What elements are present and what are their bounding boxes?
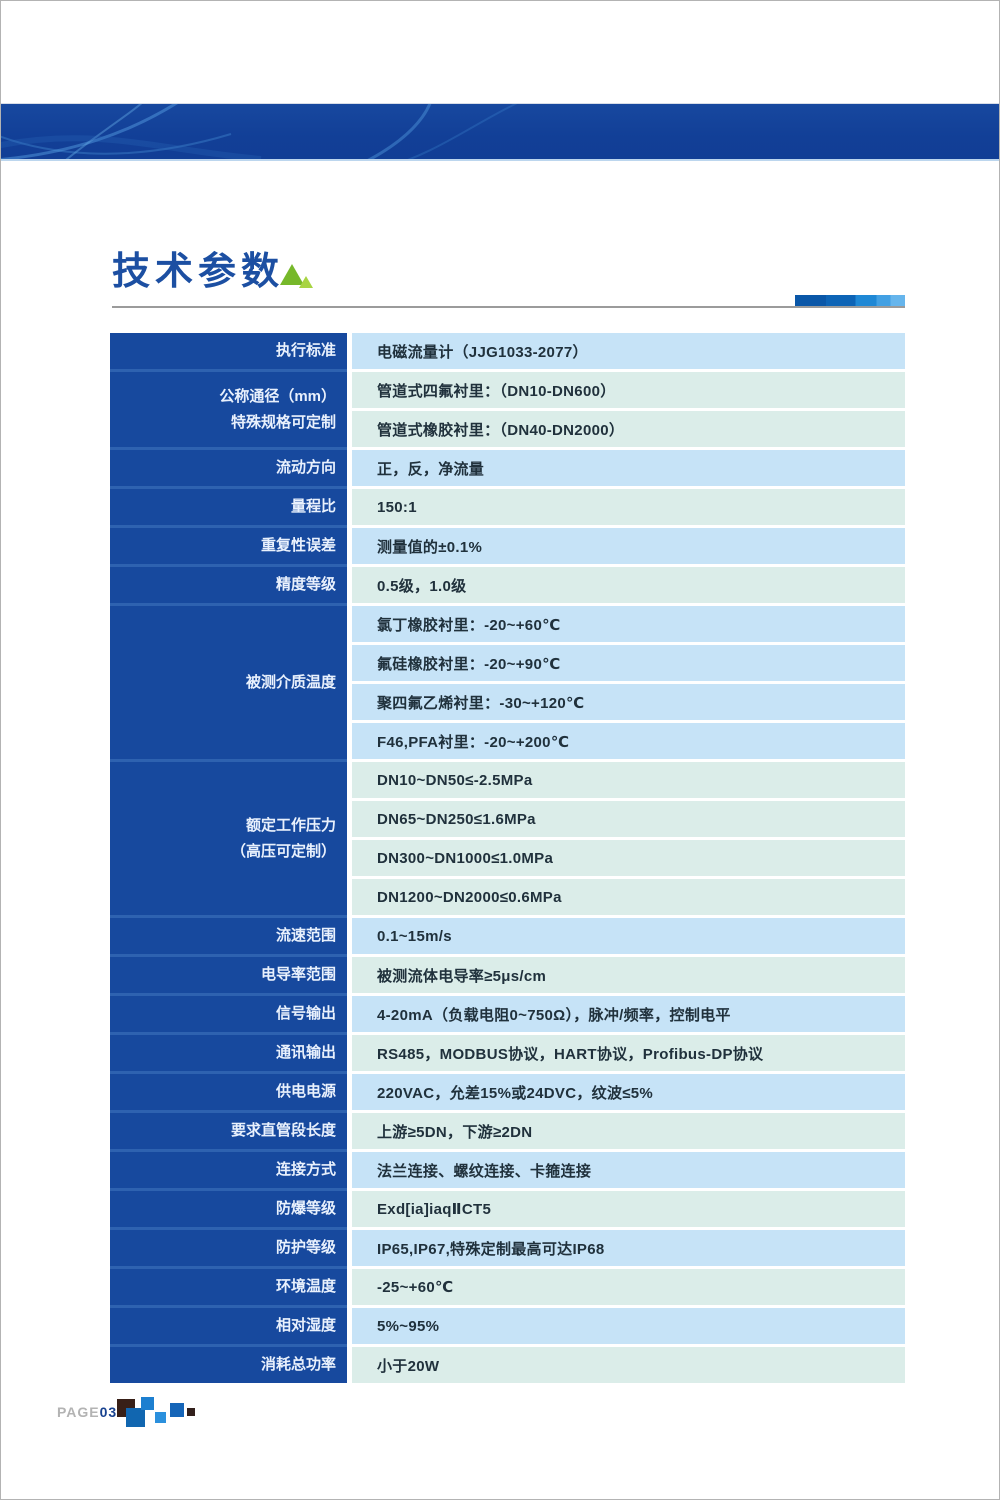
spec-value: F46,PFA衬里：-20~+200℃: [352, 723, 905, 759]
spec-value: 被测流体电导率≥5μs/cm: [352, 957, 905, 993]
spec-value: Exd[ia]iaqⅡCT5: [352, 1191, 905, 1227]
pixel-square-icon: [155, 1412, 166, 1423]
spec-value: IP65,IP67,特殊定制最高可达IP68: [352, 1230, 905, 1266]
table-row: 供电电源 220VAC，允差15%或24DVC，纹波≤5%: [110, 1074, 905, 1110]
spec-label: 消耗总功率: [110, 1347, 347, 1383]
table-row: 相对湿度 5%~95%: [110, 1308, 905, 1344]
table-row: 通讯输出 RS485，MODBUS协议，HART协议，Profibus-DP协议: [110, 1035, 905, 1071]
spec-value: 0.1~15m/s: [352, 918, 905, 954]
spec-value: 电磁流量计（JJG1033-2077）: [352, 333, 905, 369]
spec-value: 5%~95%: [352, 1308, 905, 1344]
spec-label: 额定工作压力 （高压可定制）: [110, 762, 347, 915]
table-row: 防爆等级 Exd[ia]iaqⅡCT5: [110, 1191, 905, 1227]
table-row: 要求直管段长度 上游≥5DN，下游≥2DN: [110, 1113, 905, 1149]
spec-value: 正，反，净流量: [352, 450, 905, 486]
spec-label: 环境温度: [110, 1269, 347, 1305]
spec-value: 150:1: [352, 489, 905, 525]
title-triangle-icons: [280, 264, 340, 304]
table-row: 流动方向 正，反，净流量: [110, 450, 905, 486]
footer-page-label: PAGE: [57, 1404, 100, 1420]
spec-label: 电导率范围: [110, 957, 347, 993]
table-row: 防护等级 IP65,IP67,特殊定制最高可达IP68: [110, 1230, 905, 1266]
spec-value: RS485，MODBUS协议，HART协议，Profibus-DP协议: [352, 1035, 905, 1071]
pixel-square-icon: [170, 1403, 184, 1417]
spec-label: 防护等级: [110, 1230, 347, 1266]
spec-label: 流动方向: [110, 450, 347, 486]
table-row: 执行标准 电磁流量计（JJG1033-2077）: [110, 333, 905, 369]
table-row: 消耗总功率 小于20W: [110, 1347, 905, 1383]
title-accent-bar: [795, 295, 905, 306]
spec-value: 4-20mA（负载电阻0~750Ω），脉冲/频率，控制电平: [352, 996, 905, 1032]
spec-label: 相对湿度: [110, 1308, 347, 1344]
spec-value: 法兰连接、螺纹连接、卡箍连接: [352, 1152, 905, 1188]
spec-label: 公称通径（mm） 特殊规格可定制: [110, 372, 347, 447]
spec-table: 执行标准 电磁流量计（JJG1033-2077） 公称通径（mm） 特殊规格可定…: [110, 333, 905, 1383]
spec-value: DN1200~DN2000≤0.6MPa: [352, 879, 905, 915]
spec-label: 防爆等级: [110, 1191, 347, 1227]
spec-value: 上游≥5DN，下游≥2DN: [352, 1113, 905, 1149]
table-row: 连接方式 法兰连接、螺纹连接、卡箍连接: [110, 1152, 905, 1188]
spec-value: 管道式橡胶衬里：（DN40-DN2000）: [352, 411, 905, 447]
title-underline: [112, 306, 905, 308]
spec-value: 小于20W: [352, 1347, 905, 1383]
table-row: 被测介质温度 氯丁橡胶衬里：-20~+60℃ 氟硅橡胶衬里：-20~+90℃ 聚…: [110, 606, 905, 759]
table-row: 重复性误差 测量值的±0.1%: [110, 528, 905, 564]
table-row: 电导率范围 被测流体电导率≥5μs/cm: [110, 957, 905, 993]
pixel-square-icon: [187, 1408, 195, 1416]
table-row: 精度等级 0.5级，1.0级: [110, 567, 905, 603]
table-row: 额定工作压力 （高压可定制） DN10~DN50≤-2.5MPa DN65~DN…: [110, 762, 905, 915]
spec-value: 测量值的±0.1%: [352, 528, 905, 564]
pixel-square-icon: [126, 1408, 145, 1427]
spec-value: -25~+60℃: [352, 1269, 905, 1305]
spec-value: DN10~DN50≤-2.5MPa: [352, 762, 905, 798]
triangle-icon-large: [280, 264, 304, 285]
footer-page-number: 03: [99, 1404, 118, 1420]
spec-value: 聚四氟乙烯衬里：-30~+120℃: [352, 684, 905, 720]
table-row: 流速范围 0.1~15m/s: [110, 918, 905, 954]
band-swirl-graphic: [1, 104, 518, 159]
triangle-icon-small: [299, 276, 313, 288]
spec-label: 供电电源: [110, 1074, 347, 1110]
spec-label: 重复性误差: [110, 528, 347, 564]
spec-value: DN300~DN1000≤1.0MPa: [352, 840, 905, 876]
spec-label: 精度等级: [110, 567, 347, 603]
spec-value: 管道式四氟衬里：（DN10-DN600）: [352, 372, 905, 408]
spec-label: 流速范围: [110, 918, 347, 954]
spec-value: 0.5级，1.0级: [352, 567, 905, 603]
pixel-square-icon: [141, 1397, 154, 1410]
table-row: 公称通径（mm） 特殊规格可定制 管道式四氟衬里：（DN10-DN600） 管道…: [110, 372, 905, 447]
spec-label: 要求直管段长度: [110, 1113, 347, 1149]
page-title: 技术参数: [112, 251, 285, 293]
spec-label: 信号输出: [110, 996, 347, 1032]
spec-value: 220VAC，允差15%或24DVC，纹波≤5%: [352, 1074, 905, 1110]
spec-value: DN65~DN250≤1.6MPa: [352, 801, 905, 837]
table-row: 信号输出 4-20mA（负载电阻0~750Ω），脉冲/频率，控制电平: [110, 996, 905, 1032]
header-band: [1, 103, 999, 161]
table-row: 环境温度 -25~+60℃: [110, 1269, 905, 1305]
spec-label: 量程比: [110, 489, 347, 525]
spec-value: 氟硅橡胶衬里：-20~+90℃: [352, 645, 905, 681]
spec-value: 氯丁橡胶衬里：-20~+60℃: [352, 606, 905, 642]
spec-label: 通讯输出: [110, 1035, 347, 1071]
spec-label: 被测介质温度: [110, 606, 347, 759]
spec-label: 连接方式: [110, 1152, 347, 1188]
spec-label: 执行标准: [110, 333, 347, 369]
footer-page-indicator: PAGE03: [57, 1404, 117, 1434]
section-header: 技术参数: [112, 251, 313, 294]
table-row: 量程比 150:1: [110, 489, 905, 525]
